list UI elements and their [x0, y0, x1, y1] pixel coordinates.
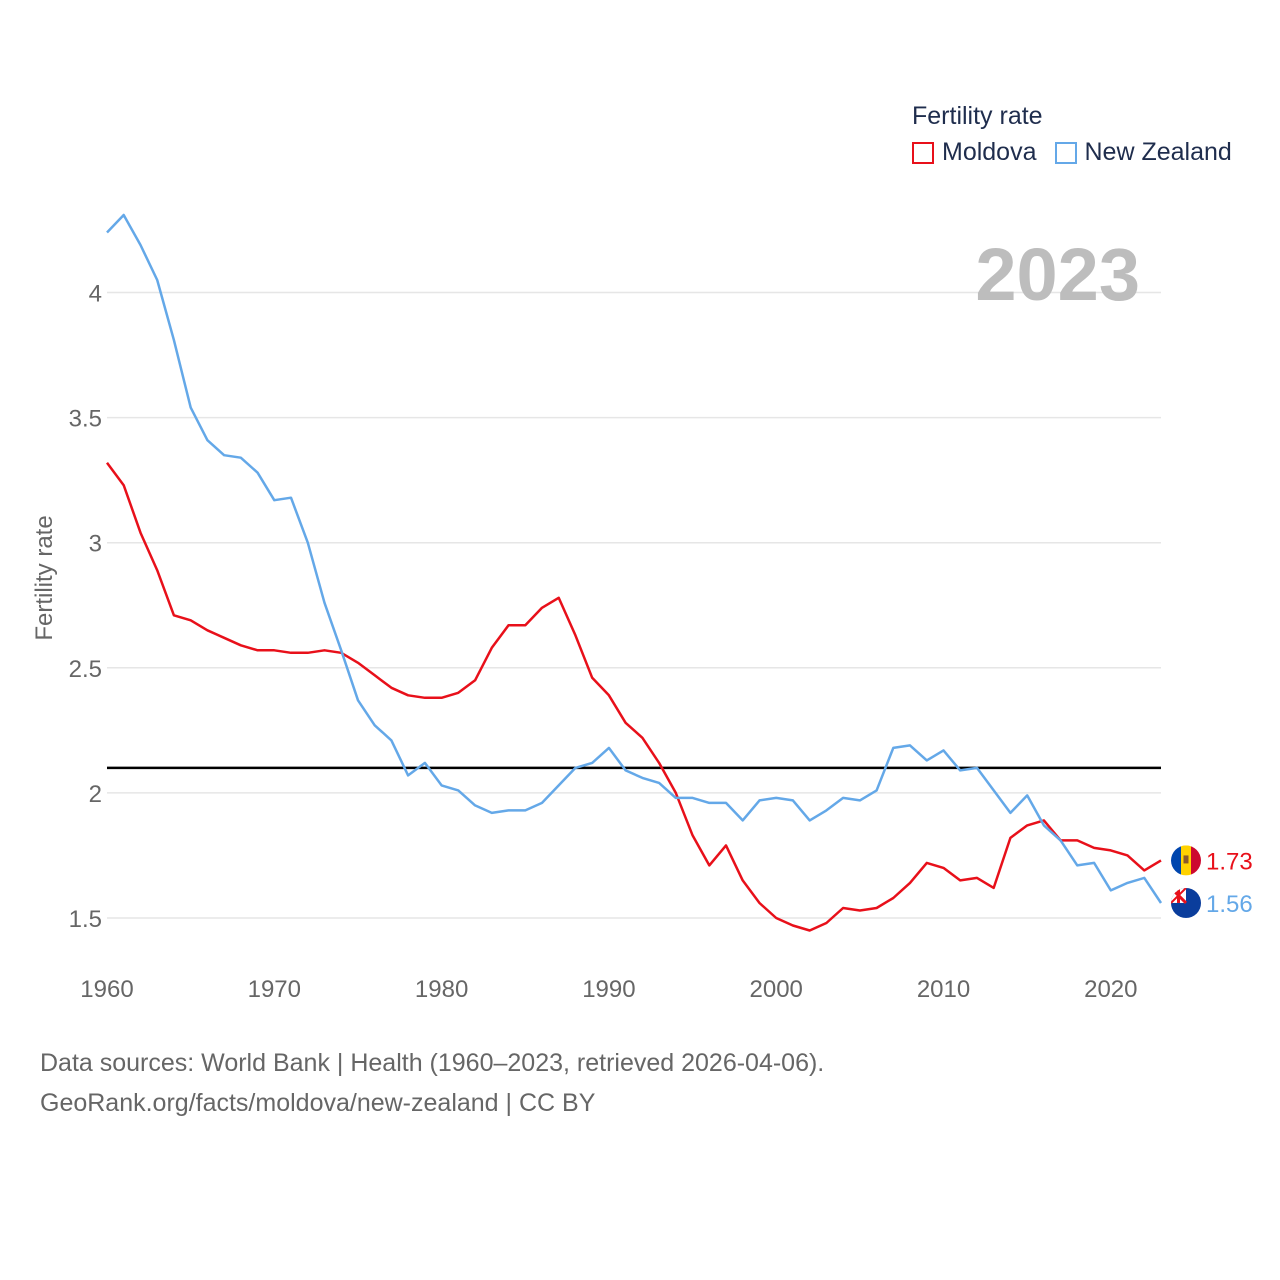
end-value-label-moldova: 1.73: [1206, 848, 1253, 875]
gridlines: [107, 291, 1161, 919]
series-lines: [105, 213, 1163, 932]
data-sources-text: Data sources: World Bank | Health (1960–…: [40, 1049, 825, 1077]
y-axis-label: Fertility rate: [31, 515, 58, 640]
x-tick-label: 2020: [1084, 976, 1137, 1003]
legend-item-moldova[interactable]: Moldova: [912, 138, 1037, 167]
series-line-new-zealand: [106, 213, 1163, 904]
legend-label-moldova: Moldova: [942, 138, 1037, 166]
y-tick-label: 3.5: [69, 406, 102, 433]
x-axis-ticks: 1960 1970 1980 1990 2000 2010 2020: [80, 976, 1137, 1003]
legend: Fertility rate Moldova New Zealand: [912, 100, 1250, 167]
legend-item-new-zealand[interactable]: New Zealand: [1054, 138, 1232, 167]
moldova-end-marker: 1.73: [1171, 845, 1253, 876]
y-tick-label: 2: [89, 781, 102, 808]
x-tick-label: 1990: [582, 976, 635, 1003]
x-tick-label: 1960: [80, 976, 133, 1003]
y-tick-label: 1.5: [69, 906, 102, 933]
x-tick-label: 1980: [415, 976, 468, 1003]
source-url-text[interactable]: GeoRank.org/facts/moldova/new-zealand | …: [40, 1089, 596, 1117]
legend-swatch-moldova: [912, 141, 934, 164]
y-tick-label: 4: [89, 281, 102, 308]
x-tick-label: 2010: [917, 976, 970, 1003]
legend-title: Fertility rate: [912, 102, 1043, 130]
series-line-moldova: [105, 461, 1162, 932]
new-zealand-end-marker: 1.56: [1171, 887, 1253, 918]
legend-items: Moldova New Zealand: [912, 138, 1250, 167]
legend-swatch-new-zealand: [1054, 141, 1077, 164]
end-value-label-new-zealand: 1.56: [1206, 891, 1253, 918]
legend-label-new-zealand: New Zealand: [1084, 138, 1232, 166]
x-tick-label: 2000: [750, 976, 803, 1003]
year-label: 2023: [975, 233, 1140, 316]
footer: Data sources: World Bank | Health (1960–…: [40, 1043, 824, 1123]
moldova-flag-icon: [1171, 845, 1201, 876]
y-tick-label: 2.5: [69, 656, 102, 683]
new-zealand-flag-icon: [1171, 887, 1201, 918]
series-end-labels: 1.73 1.56: [1171, 845, 1253, 918]
y-axis-ticks: 1.5 2 2.5 3 3.5 4: [69, 281, 102, 933]
y-tick-label: 3: [89, 531, 102, 558]
x-tick-label: 1970: [248, 976, 301, 1003]
